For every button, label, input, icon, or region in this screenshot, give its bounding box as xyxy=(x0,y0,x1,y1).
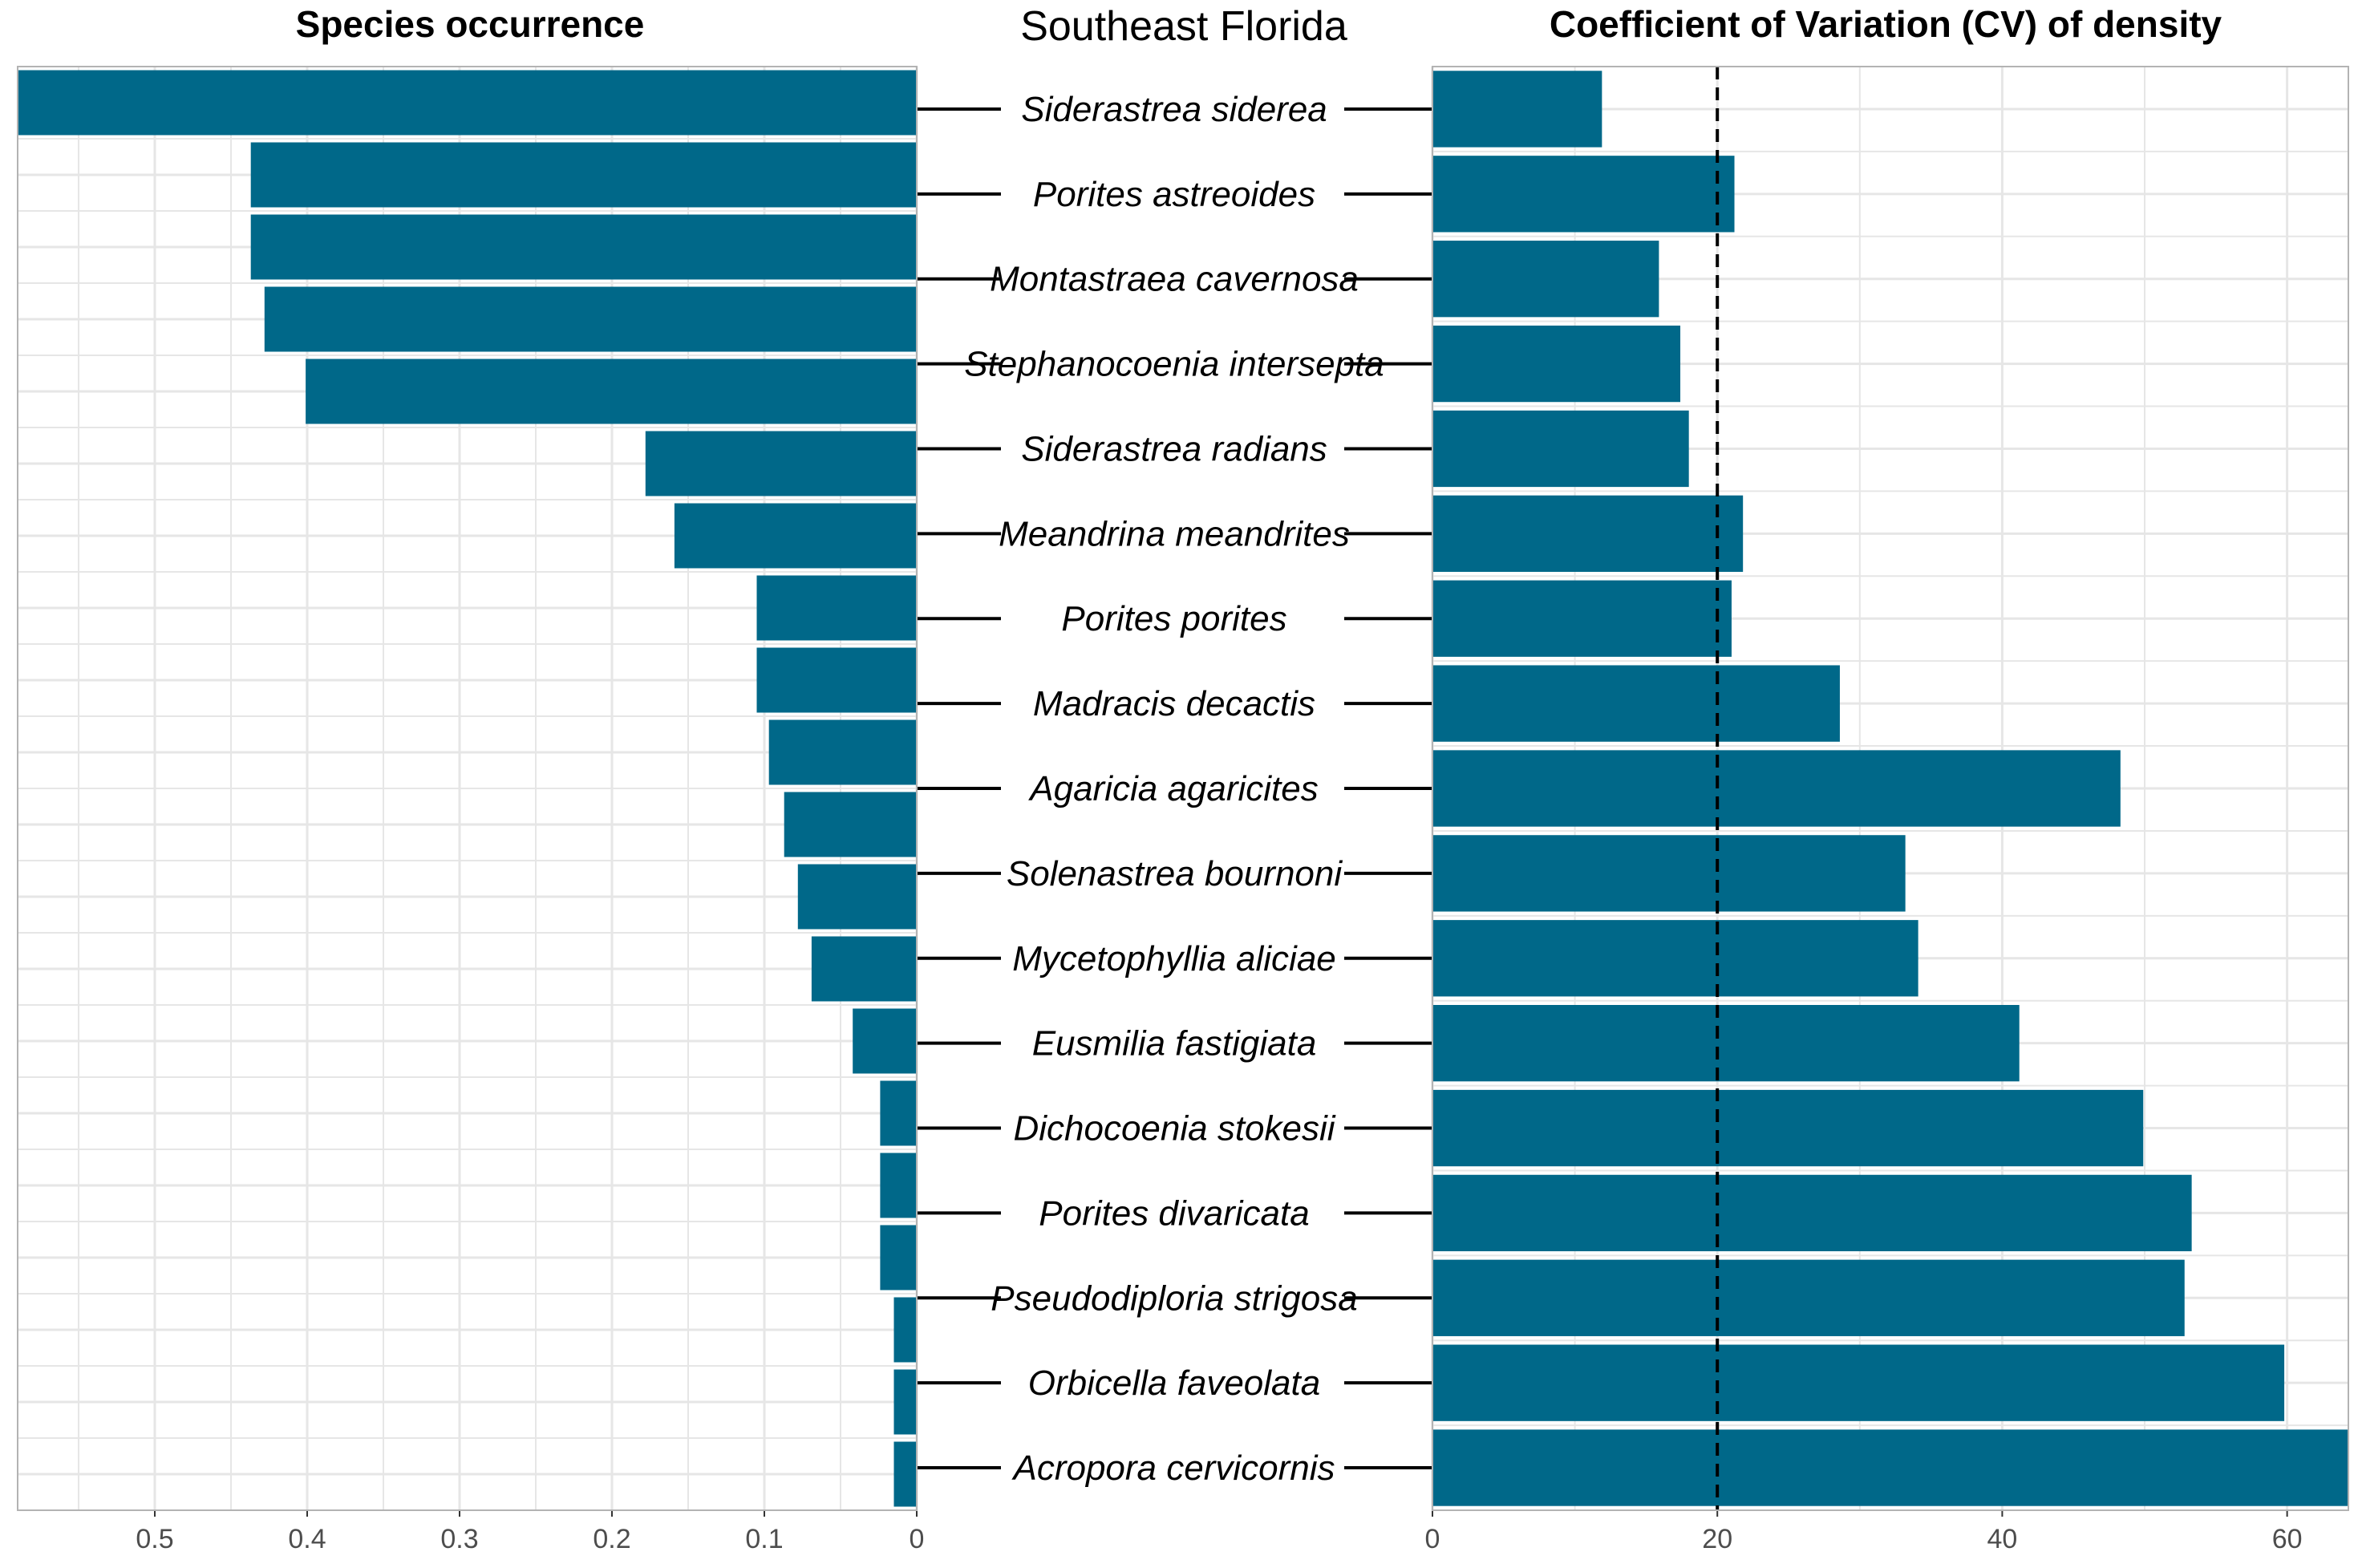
occurrence-bar xyxy=(893,1441,917,1507)
cv-bar xyxy=(1432,1005,2020,1082)
x-tick-label: 0.3 xyxy=(440,1524,478,1554)
x-tick-label: 0 xyxy=(910,1524,925,1554)
left-x-ticks: 0 0.1 0.2 0.3 0.4 0.5 xyxy=(136,1510,924,1554)
species-label: Acropora cervicornis xyxy=(1011,1448,1335,1488)
center-title: Southeast Florida xyxy=(1020,3,1347,50)
occurrence-bar xyxy=(756,647,917,713)
cv-bar xyxy=(1432,495,1744,572)
species-label: Solenastrea bournoni xyxy=(1007,854,1343,893)
occurrence-bar xyxy=(893,1297,917,1363)
species-label: Montastraea cavernosa xyxy=(990,260,1359,299)
cv-bar xyxy=(1432,750,2121,827)
occurrence-bar xyxy=(797,864,917,930)
cv-bar xyxy=(1432,71,1602,148)
occurrence-bar xyxy=(880,1080,917,1146)
occurrence-bar xyxy=(306,359,918,424)
cv-bar xyxy=(1432,156,1735,233)
right-x-ticks: 0 20 40 60 xyxy=(1425,1510,2303,1554)
occurrence-bar xyxy=(645,431,917,496)
occurrence-bar xyxy=(264,286,917,352)
cv-bar xyxy=(1432,410,1689,488)
right-panel-bars xyxy=(1432,71,2348,1506)
left-panel-grid xyxy=(18,67,918,1510)
cv-bar xyxy=(1432,1259,2185,1336)
cv-bar xyxy=(1432,1429,2348,1506)
species-label: Dichocoenia stokesii xyxy=(1013,1109,1335,1149)
x-tick-label: 40 xyxy=(1987,1524,2018,1554)
cv-bar xyxy=(1432,325,1681,403)
cv-bar xyxy=(1432,1344,2285,1421)
species-labels: Siderastrea siderea Porites astreoides Mon… xyxy=(964,90,1384,1488)
right-panel-title: Coefficient of Variation (CV) of density xyxy=(1550,3,2222,45)
label-connectors xyxy=(917,107,1432,1470)
species-label: Porites divaricata xyxy=(1039,1193,1309,1233)
cv-bar xyxy=(1432,835,1906,912)
occurrence-bar xyxy=(811,936,917,1002)
x-tick-label: 0.5 xyxy=(136,1524,173,1554)
x-tick-label: 60 xyxy=(2272,1524,2303,1554)
occurrence-bar xyxy=(784,792,917,857)
species-label: Pseudodiploria strigosa xyxy=(991,1278,1357,1318)
left-panel-bars xyxy=(18,70,918,1507)
occurrence-bar xyxy=(250,214,917,280)
species-label: Porites porites xyxy=(1061,599,1286,638)
species-label: Siderastrea radians xyxy=(1021,429,1327,468)
species-label: Meandrina meandrites xyxy=(999,514,1350,553)
occurrence-bar xyxy=(18,70,917,136)
species-label: Madracis decactis xyxy=(1033,684,1315,723)
cv-bar xyxy=(1432,920,1918,997)
species-label: Mycetophyllia aliciae xyxy=(1012,939,1336,978)
cv-bar xyxy=(1432,665,1840,742)
occurrence-bar xyxy=(756,575,917,641)
species-label: Orbicella faveolata xyxy=(1028,1363,1320,1403)
occurrence-bar xyxy=(893,1369,917,1435)
occurrence-bar xyxy=(880,1225,917,1290)
x-tick-label: 0.2 xyxy=(593,1524,630,1554)
x-tick-label: 0.4 xyxy=(288,1524,326,1554)
cv-bar xyxy=(1432,1174,2192,1252)
x-tick-label: 0.1 xyxy=(745,1524,783,1554)
species-label: Siderastrea siderea xyxy=(1021,90,1327,129)
left-panel-title: Species occurrence xyxy=(296,3,645,45)
occurrence-bar xyxy=(250,142,917,208)
x-tick-label: 0 xyxy=(1425,1524,1440,1554)
species-label: Porites astreoides xyxy=(1033,175,1315,214)
panel-overlays xyxy=(17,66,2349,1511)
occurrence-bar xyxy=(853,1008,917,1074)
species-label: Eusmilia fastigiata xyxy=(1032,1024,1317,1064)
species-label: Agaricia agaricites xyxy=(1027,769,1319,808)
cv-bar xyxy=(1432,580,1732,657)
species-label: Stephanocoenia intersepta xyxy=(964,345,1384,384)
right-panel-border xyxy=(1432,66,2349,1511)
left-panel-border xyxy=(17,66,918,1511)
occurrence-bar xyxy=(880,1153,917,1218)
x-tick-label: 20 xyxy=(1702,1524,1732,1554)
occurrence-bar xyxy=(674,503,917,569)
occurrence-bar xyxy=(768,719,917,785)
cv-bar xyxy=(1432,241,1659,318)
cv-bar xyxy=(1432,1089,2144,1167)
